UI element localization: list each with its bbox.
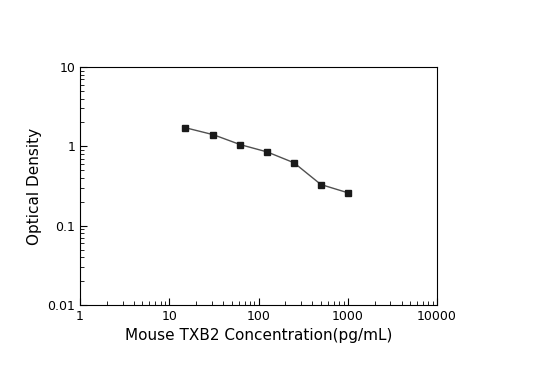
X-axis label: Mouse TXB2 Concentration(pg/mL): Mouse TXB2 Concentration(pg/mL) xyxy=(125,328,392,343)
Y-axis label: Optical Density: Optical Density xyxy=(27,128,42,244)
